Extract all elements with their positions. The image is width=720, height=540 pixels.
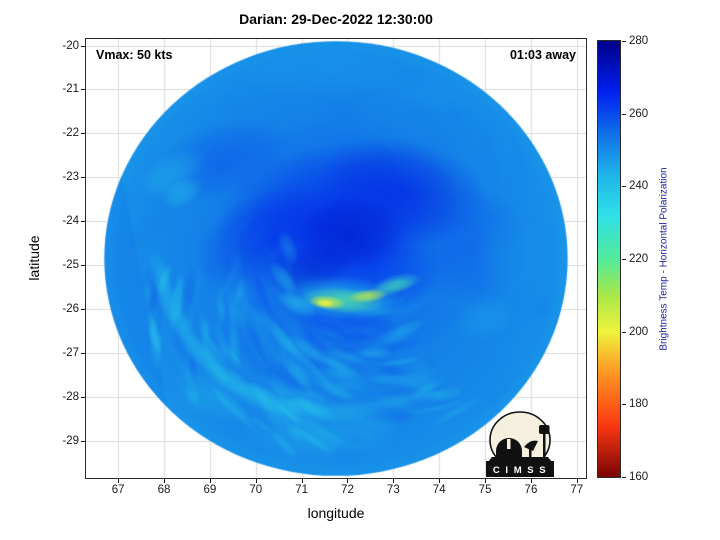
y-tick-mark: [81, 45, 85, 47]
x-tick-label: 70: [249, 484, 263, 496]
colorbar-tick-label: 160: [629, 471, 649, 483]
vmax-annotation: Vmax: 50 kts: [96, 48, 173, 62]
colorbar-tick-label: 180: [629, 398, 649, 411]
x-tick-mark: [255, 479, 257, 483]
logo-text: C I M S S: [493, 465, 547, 476]
colorbar-tick-label: 220: [629, 253, 649, 265]
x-tick-label: 74: [432, 484, 446, 496]
y-tick-label: -24: [62, 215, 79, 228]
x-tick-label: 73: [386, 484, 400, 496]
logo-dish-icon: [524, 440, 538, 451]
colorbar-tick-mark: [622, 477, 626, 478]
x-tick-mark: [118, 479, 120, 483]
x-tick-label: 71: [295, 484, 308, 496]
x-tick-mark: [209, 479, 211, 483]
plot-area: Vmax: 50 kts 01:03 away C I M S S: [85, 38, 587, 479]
y-tick-label: -25: [62, 259, 79, 272]
x-tick-mark: [530, 479, 532, 483]
colorbar-tick-mark: [622, 113, 626, 115]
y-tick-label: -29: [62, 434, 79, 447]
colorbar-tick-mark: [622, 404, 626, 406]
x-tick-label: 75: [478, 484, 492, 496]
x-tick-mark: [393, 479, 395, 483]
logo-tower-tank: [539, 425, 550, 434]
y-tick-label: -21: [62, 83, 79, 96]
x-tick-mark: [347, 479, 349, 483]
colorbar-tick-label: 260: [629, 107, 649, 120]
colorbar-tick-label: 240: [629, 180, 649, 193]
satellite-image-canvas: [86, 39, 586, 478]
y-tick-mark: [81, 440, 85, 442]
logo-banner: [486, 461, 554, 477]
x-tick-label: 77: [570, 484, 584, 496]
colorbar-tick-label: 200: [629, 325, 649, 338]
y-tick-label: -22: [62, 127, 79, 140]
time-away-annotation: 01:03 away: [509, 48, 576, 62]
y-tick-label: -26: [62, 302, 79, 315]
colorbar-tick-mark: [622, 331, 626, 333]
y-axis-label: latitude: [26, 235, 42, 281]
y-tick-label: -28: [62, 390, 79, 403]
x-tick-label: 68: [157, 484, 171, 496]
y-tick-mark: [81, 396, 85, 398]
x-tick-mark: [439, 479, 441, 483]
y-tick-mark: [81, 352, 85, 354]
y-tick-label: -27: [62, 346, 79, 359]
y-tick-mark: [81, 89, 85, 91]
logo-dish-mast: [529, 449, 532, 458]
colorbar-tick-label: 280: [629, 35, 649, 47]
x-tick-label: 67: [111, 484, 125, 496]
colorbar-tick-mark: [622, 186, 626, 188]
y-tick-label: -20: [62, 39, 79, 52]
logo-tower-icon: [543, 433, 546, 458]
y-tick-label: -23: [62, 171, 79, 184]
x-tick-mark: [163, 479, 165, 483]
y-tick-mark: [81, 265, 85, 267]
plot-title: Darian: 29-Dec-2022 12:30:00: [239, 11, 433, 27]
cimss-logo: C I M S S: [486, 411, 554, 477]
y-tick-mark: [81, 221, 85, 223]
colorbar-tick-mark: [622, 41, 626, 42]
x-tick-mark: [301, 479, 303, 483]
x-tick-label: 72: [341, 484, 354, 496]
colorbar-label: Brightness Temp - Horizontal Polarizatio…: [658, 167, 670, 351]
x-axis-label: longitude: [307, 505, 365, 521]
logo-dome-slit: [507, 439, 511, 449]
y-tick-mark: [81, 308, 85, 310]
y-tick-mark: [81, 133, 85, 135]
x-tick-label: 76: [524, 484, 538, 496]
x-tick-mark: [485, 479, 487, 483]
colorbar: [597, 40, 621, 478]
y-tick-mark: [81, 177, 85, 179]
logo-ground: [488, 457, 552, 462]
colorbar-tick-mark: [622, 259, 626, 260]
colorbar-gradient: [598, 41, 620, 477]
x-tick-label: 69: [203, 484, 217, 496]
x-tick-mark: [576, 479, 578, 483]
